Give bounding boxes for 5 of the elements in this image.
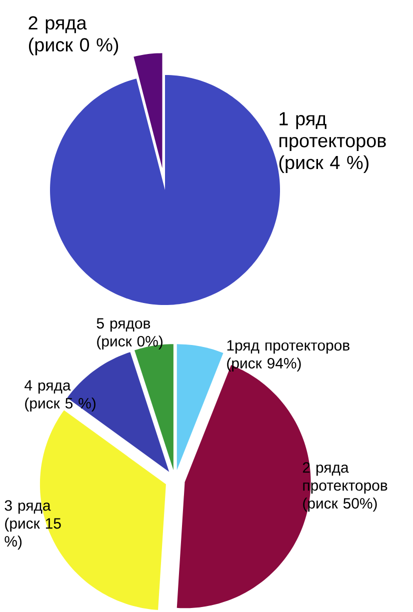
slice-label: 5 рядов (риск 0%) [96,318,162,350]
slice-label: 2 ряда (риск 0 %) [28,16,118,56]
slice-label: 4 ряда (риск 5 %) [24,380,96,412]
slice-label: 1 ряд протекторов (риск 4 %) [279,112,386,173]
slice-label: 1ряд протекторов (риск 94%) [227,340,350,372]
